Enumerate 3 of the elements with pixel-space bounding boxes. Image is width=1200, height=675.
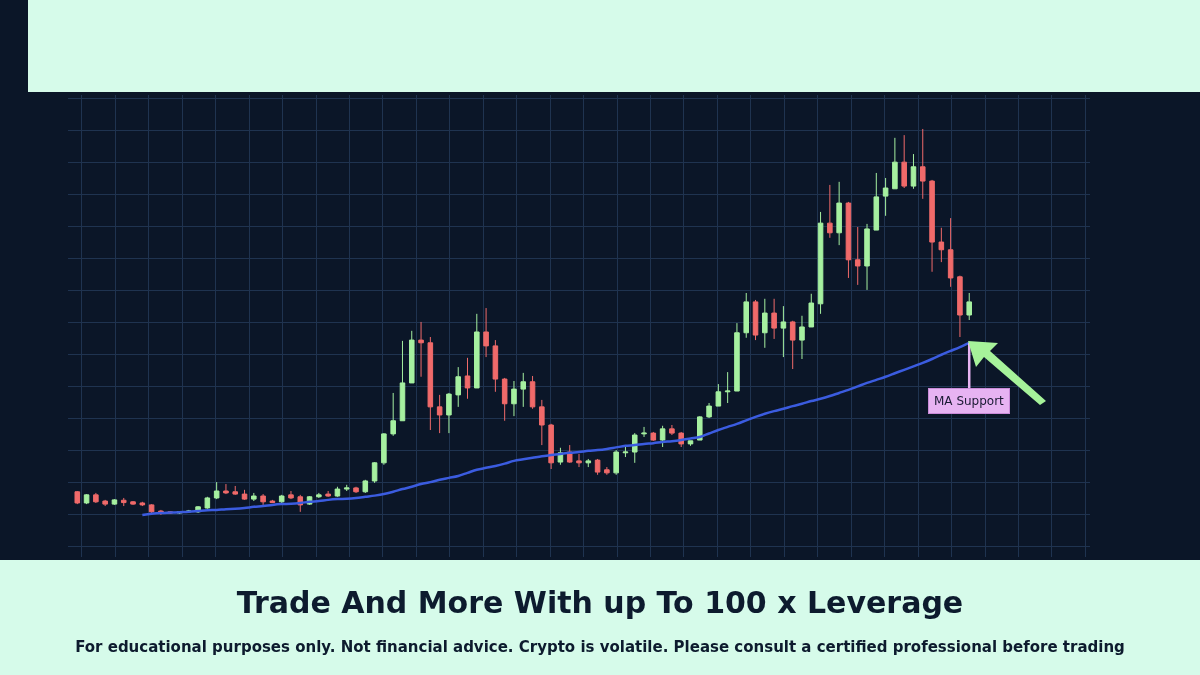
annotation: MA Support [934, 394, 1005, 408]
text: Trade And More With up To 100 x Leverage [235, 585, 965, 620]
text: For educational purposes only. Not financial advice. Crypto is volatile. Please consult a certified professional before trading [74, 638, 1126, 656]
